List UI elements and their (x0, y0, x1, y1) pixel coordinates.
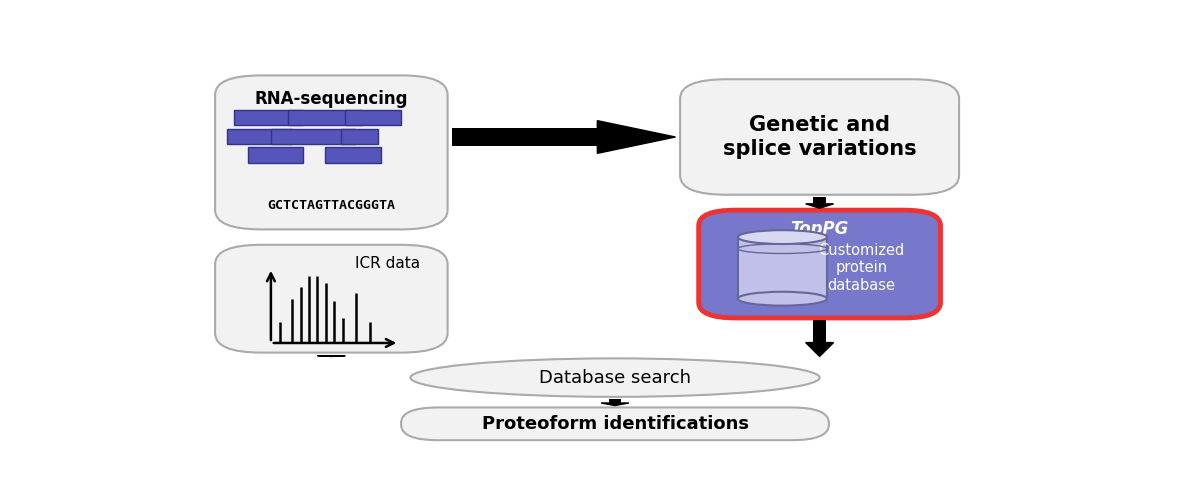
Text: Database search: Database search (539, 368, 691, 386)
FancyBboxPatch shape (698, 210, 941, 318)
Polygon shape (805, 204, 834, 208)
FancyBboxPatch shape (346, 110, 401, 126)
Text: Genetic and
splice variations: Genetic and splice variations (722, 116, 917, 158)
Text: Proteoform identifications: Proteoform identifications (481, 415, 749, 433)
Bar (452, 128, 598, 146)
Text: TopPG: TopPG (791, 220, 848, 238)
Ellipse shape (738, 230, 827, 244)
Ellipse shape (410, 358, 820, 397)
FancyBboxPatch shape (341, 128, 378, 144)
Text: RNA-sequencing: RNA-sequencing (254, 90, 408, 108)
Text: Customized
protein
database: Customized protein database (818, 243, 905, 293)
Polygon shape (601, 403, 629, 406)
FancyBboxPatch shape (215, 245, 448, 352)
Text: GCTCTAGTTACGGGTA: GCTCTAGTTACGGGTA (268, 199, 395, 212)
FancyBboxPatch shape (325, 148, 380, 163)
Ellipse shape (738, 292, 827, 306)
FancyBboxPatch shape (680, 79, 959, 194)
FancyBboxPatch shape (227, 128, 293, 144)
FancyBboxPatch shape (814, 320, 826, 342)
Bar (738, 237, 827, 298)
FancyBboxPatch shape (401, 408, 829, 440)
FancyBboxPatch shape (608, 399, 622, 403)
Text: ICR data: ICR data (354, 256, 420, 272)
Polygon shape (805, 342, 834, 356)
Polygon shape (598, 120, 676, 154)
FancyBboxPatch shape (814, 196, 826, 204)
FancyBboxPatch shape (234, 110, 304, 126)
FancyBboxPatch shape (247, 148, 304, 163)
FancyBboxPatch shape (288, 110, 362, 126)
FancyBboxPatch shape (325, 354, 337, 356)
FancyBboxPatch shape (215, 76, 448, 230)
FancyBboxPatch shape (271, 128, 355, 144)
